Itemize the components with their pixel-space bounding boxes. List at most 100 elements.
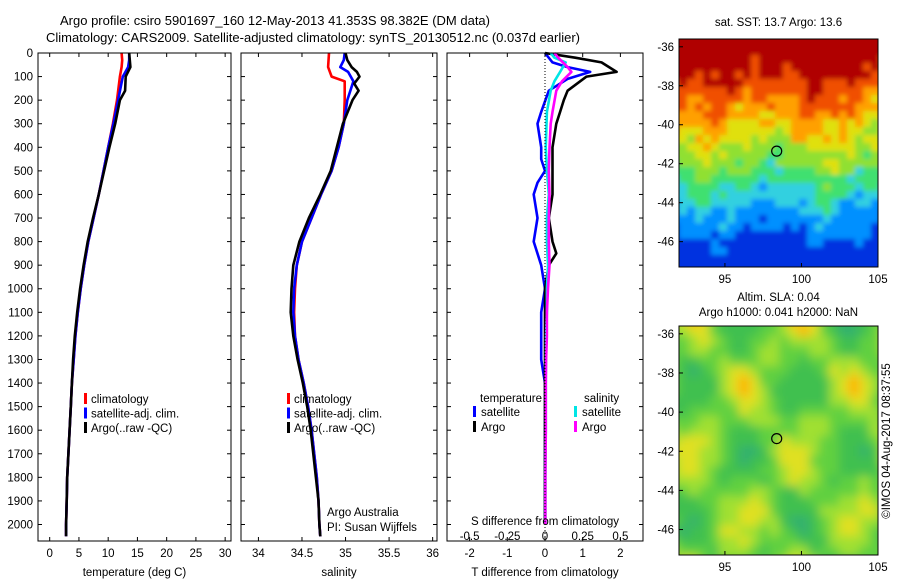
xtick-label: 10 — [102, 548, 115, 560]
copyright-side-label: ©IMOS 04-Aug-2017 08:37:55 — [881, 363, 893, 519]
xtick-secondary-label: 0.25 — [571, 531, 593, 543]
legend-swatch — [473, 421, 476, 432]
map-ytick-label: -44 — [657, 485, 674, 497]
sst-map-frame — [678, 38, 879, 268]
series-line-argo-raw-qc- — [289, 52, 361, 537]
xaxis-label: T difference from climatology — [471, 567, 618, 579]
ytick-label: 1900 — [7, 496, 33, 508]
legend-swatch — [84, 422, 87, 433]
xtick-label: 15 — [131, 548, 144, 560]
xtick-label: 5 — [76, 548, 82, 560]
panel-frame-temperature-profile — [37, 52, 232, 542]
legend-swatch — [84, 407, 87, 419]
xaxis-label: salinity — [321, 567, 356, 579]
ytick-label: 2000 — [7, 519, 33, 531]
xaxis-label-secondary: S difference from climatology — [471, 516, 619, 528]
legend-swatch — [287, 422, 290, 433]
xtick-label: 34 — [252, 548, 265, 560]
map-ytick-label: -42 — [657, 159, 674, 171]
map-ytick-label: -40 — [657, 407, 674, 419]
sla-map-frame — [678, 325, 879, 556]
map-ytick-label: -38 — [657, 81, 674, 93]
xtick-label: 36 — [426, 548, 439, 560]
legend-entry: Argo(..raw -QC) — [294, 423, 375, 435]
xtick-label: 2 — [617, 548, 623, 560]
legend-entry: climatology — [294, 394, 352, 406]
map-ytick-label: -46 — [657, 525, 674, 537]
annotation-argo-australia: Argo Australia — [327, 507, 399, 519]
xtick-label: 35.5 — [378, 548, 400, 560]
ytick-label: 1700 — [7, 449, 33, 461]
ytick-label: 500 — [14, 166, 33, 178]
legend-swatch — [473, 406, 476, 417]
legend-group-title: temperature — [480, 393, 542, 405]
panel-frame-salinity-profile — [240, 52, 438, 542]
legend-entry: satellite-adj. clim. — [294, 409, 382, 421]
map-xtick-label: 100 — [792, 562, 811, 574]
xtick-label: 35 — [339, 548, 352, 560]
legend-swatch — [287, 393, 290, 404]
series-line-satellite-adj-clim- — [64, 53, 131, 537]
legend-entry: Argo — [582, 422, 606, 434]
ytick-label: 400 — [14, 142, 33, 154]
sla-heatmap — [679, 326, 878, 555]
map-ytick-label: -36 — [657, 42, 674, 54]
legend-swatch — [287, 407, 290, 419]
series-line-climatology — [292, 52, 346, 537]
ytick-label: 1000 — [7, 284, 33, 296]
xtick-secondary-label: 0 — [542, 531, 548, 543]
map-ytick-label: -44 — [657, 198, 674, 210]
legend-entry: satellite — [481, 407, 520, 419]
legend-swatch — [574, 406, 577, 417]
map-xtick-label: 95 — [719, 274, 732, 286]
series-line-salinity-argo — [544, 52, 573, 525]
legend-swatch — [574, 421, 577, 432]
sla-heatmap-cells — [679, 326, 878, 555]
map-ytick-label: -46 — [657, 237, 674, 249]
series-line-argo-raw-qc- — [64, 52, 132, 537]
ytick-label: 1100 — [8, 307, 33, 319]
map-ytick-label: -42 — [657, 446, 674, 458]
ytick-label: 1600 — [7, 425, 33, 437]
legend-swatch — [84, 393, 87, 404]
ytick-label: 900 — [14, 260, 33, 272]
ytick-label: 800 — [14, 237, 33, 249]
header-title-line1: Argo profile: csiro 5901697_160 12-May-2… — [60, 13, 490, 28]
ytick-label: 600 — [14, 189, 33, 201]
xtick-secondary-label: 0.5 — [612, 531, 628, 543]
xtick-label: 0 — [46, 548, 52, 560]
ytick-label: 0 — [27, 48, 33, 60]
ytick-label: 300 — [14, 119, 33, 131]
ytick-label: 1300 — [7, 354, 33, 366]
xtick-label: 25 — [190, 548, 203, 560]
ytick-label: 1500 — [7, 402, 33, 414]
map-ytick-label: -36 — [657, 329, 674, 341]
xaxis-label: temperature (deg C) — [83, 567, 187, 579]
ytick-label: 100 — [14, 72, 33, 84]
sla-map-title-line2: Argo h1000: 0.041 h2000: NaN — [699, 307, 858, 319]
legend-entry: satellite-adj. clim. — [91, 409, 179, 421]
ytick-label: 1200 — [7, 331, 33, 343]
argo-position-marker — [771, 145, 783, 157]
sla-map-title-line1: Altim. SLA: 0.04 — [737, 292, 820, 304]
map-xtick-label: 100 — [792, 274, 811, 286]
xtick-secondary-label: -0.25 — [494, 531, 520, 543]
xtick-label: -2 — [464, 548, 474, 560]
legend-entry: satellite — [582, 407, 621, 419]
legend-entry: Argo — [481, 422, 505, 434]
legend-entry: climatology — [91, 394, 149, 406]
sst-map-title: sat. SST: 13.7 Argo: 13.6 — [715, 17, 842, 29]
map-xtick-label: 95 — [719, 562, 732, 574]
map-ytick-label: -40 — [657, 120, 674, 132]
xtick-label: 20 — [160, 548, 173, 560]
xtick-label: 1 — [579, 548, 585, 560]
xtick-label: 34.5 — [291, 548, 313, 560]
series-line-temperature-satellite — [532, 52, 592, 525]
ytick-label: 700 — [14, 213, 33, 225]
ytick-label: 1400 — [7, 378, 33, 390]
argo-position-marker — [771, 433, 783, 445]
series-line-satellite-adj-clim- — [292, 52, 355, 537]
map-xtick-label: 105 — [868, 562, 887, 574]
xtick-label: 0 — [542, 548, 548, 560]
